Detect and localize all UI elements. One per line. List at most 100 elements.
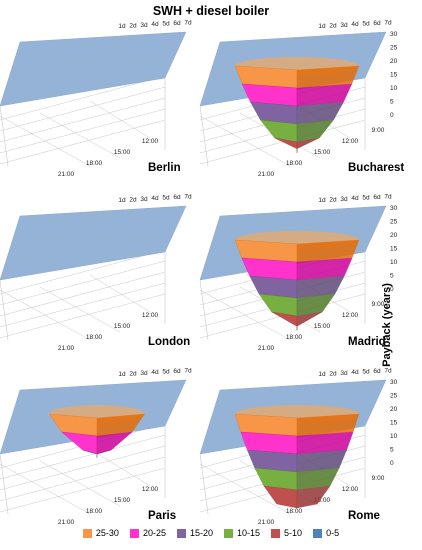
- x-tick-label: 7d: [384, 367, 392, 374]
- bowl: [234, 231, 360, 331]
- x-tick-label: 6d: [173, 368, 181, 375]
- legend-label: 15-20: [189, 528, 214, 538]
- time-tick-label: 21:00: [258, 171, 275, 178]
- bowl: [48, 405, 146, 458]
- grid-line: [199, 105, 209, 167]
- grid-line: [89, 448, 151, 487]
- x-tick-label: 6d: [373, 20, 381, 27]
- band-15-20: [247, 449, 298, 473]
- z-tick-label: 25: [390, 219, 398, 226]
- time-tick-label: 21:00: [58, 519, 75, 526]
- surface-panel-london: 1d 2d 3d 4d 5d 6d 7d 12:00 15:00 18:00 21:00 London: [0, 192, 200, 360]
- x-tick-label: 6d: [173, 20, 181, 27]
- z-tick-label: 30: [390, 31, 398, 38]
- grid-line: [0, 289, 91, 341]
- surface-panel-berlin: 1d 2d 3d 4d 5d 6d 7d 12:00 15:00 18:00 21:00 Berlin: [0, 18, 200, 186]
- surface-plot-paris: 1d 2d 3d 4d 5d 6d 7d 12:00 15:00 18:00 21:00: [0, 367, 192, 526]
- grid-line: [0, 279, 9, 341]
- grid-line: [0, 463, 91, 515]
- band-5-10: [271, 311, 298, 331]
- legend-swatch: [176, 528, 186, 538]
- x-tick-label: 5d: [362, 369, 370, 376]
- legend-item: 10-15: [224, 528, 260, 538]
- grid-line: [0, 108, 166, 154]
- x-tick-label: 4d: [151, 369, 159, 376]
- z-tick-label: 15: [390, 420, 398, 427]
- band-15-20: [82, 449, 98, 458]
- time-tick-label: 9:00: [372, 127, 385, 134]
- grid-line: [0, 456, 166, 502]
- band-5-10-shade: [296, 485, 331, 509]
- x-tick-label: 2d: [329, 22, 337, 29]
- panel-label-berlin: Berlin: [148, 162, 181, 174]
- panel-label-bucharest: Bucharest: [348, 162, 405, 174]
- z-tick-label: 20: [390, 58, 398, 65]
- time-tick-label: 18:00: [286, 508, 303, 515]
- legend-swatch: [224, 528, 234, 538]
- z-tick-label: 10: [390, 259, 398, 266]
- band-15-20-shade: [296, 449, 347, 473]
- band-5-10: [274, 137, 298, 153]
- x-tick-label: 1d: [318, 197, 326, 204]
- band-5-10-shade: [296, 311, 323, 331]
- bowl: [234, 57, 360, 153]
- x-tick-label: 2d: [329, 370, 337, 377]
- legend-item: 15-20: [176, 528, 214, 538]
- band-20-25-shade: [296, 83, 353, 107]
- panel-label-rome: Rome: [348, 510, 380, 522]
- y-axis-label: Payback (years): [381, 283, 393, 367]
- legend-label: 0-5: [326, 528, 340, 538]
- surface-panel-madrid: 1d 2d 3d 4d 5d 6d 7d 30 25 20 15 10 5 0 9:00 12:00 15:00…: [199, 192, 400, 360]
- legend-swatch: [271, 528, 281, 538]
- band-15-20: [249, 275, 298, 299]
- z-tick-label: 0: [390, 460, 394, 467]
- grid-line: [0, 97, 166, 143]
- band-15-20-shade: [96, 449, 112, 458]
- grid-line: [0, 293, 166, 339]
- time-tick-label: 12:00: [142, 312, 159, 319]
- grid-lines: [0, 75, 166, 167]
- legend-item: 25-30: [82, 528, 119, 538]
- grid-line: [199, 463, 291, 515]
- x-tick-label: 3d: [340, 196, 348, 203]
- z-tick-label: 5: [390, 99, 394, 106]
- grid-line: [89, 100, 151, 139]
- x-tick-label: 7d: [384, 193, 392, 200]
- grid-line: [0, 467, 166, 513]
- x-tick-label: 7d: [384, 19, 392, 26]
- z-tick-label: 20: [390, 406, 398, 413]
- surface-panel-paris: 1d 2d 3d 4d 5d 6d 7d 12:00 15:00 18:00 21:00 Paris: [0, 366, 200, 534]
- grid-line: [0, 105, 9, 167]
- x-tick-label: 4d: [351, 21, 359, 28]
- plateau-surface: [0, 205, 187, 281]
- x-tick-label: 5d: [362, 21, 370, 28]
- legend-label: 5-10: [284, 528, 303, 538]
- band-10-15-shade: [296, 467, 340, 491]
- grid-line: [39, 460, 121, 507]
- z-tick-label: 15: [390, 246, 398, 253]
- panel-label-madrid: Madrid: [348, 336, 386, 348]
- band-5-10: [263, 485, 298, 509]
- grid-lines: [0, 249, 166, 341]
- legend-label: 20-25: [142, 528, 166, 538]
- time-tick-label: 12:00: [142, 138, 159, 145]
- surface-panel-rome: 1d 2d 3d 4d 5d 6d 7d 30 25 20 15 10 5 0 9:00 12:00 15:00…: [199, 366, 400, 534]
- time-tick-label: 18:00: [286, 334, 303, 341]
- band-10-15-shade: [296, 293, 336, 317]
- band-20-25-shade: [96, 431, 133, 455]
- x-tick-label: 6d: [373, 368, 381, 375]
- x-tick-label: 3d: [140, 22, 148, 29]
- z-tick-label: 10: [390, 433, 398, 440]
- z-tick-label: 5: [390, 273, 394, 280]
- legend: 25-30 20-25 15-20 10-15 5-10 0-5: [0, 528, 422, 538]
- z-tick-label: 20: [390, 232, 398, 239]
- x-tick-label: 1d: [118, 197, 126, 204]
- surface-plot-berlin: 1d 2d 3d 4d 5d 6d 7d 12:00 15:00 18:00 21:00: [0, 19, 192, 178]
- time-tick-label: 15:00: [314, 149, 331, 156]
- time-tick-label: 12:00: [342, 486, 359, 493]
- x-tick-label: 6d: [173, 194, 181, 201]
- legend-item: 0-5: [313, 528, 339, 538]
- grid-line: [89, 274, 151, 313]
- z-tick-label: 0: [390, 112, 394, 119]
- grid-line: [0, 445, 166, 491]
